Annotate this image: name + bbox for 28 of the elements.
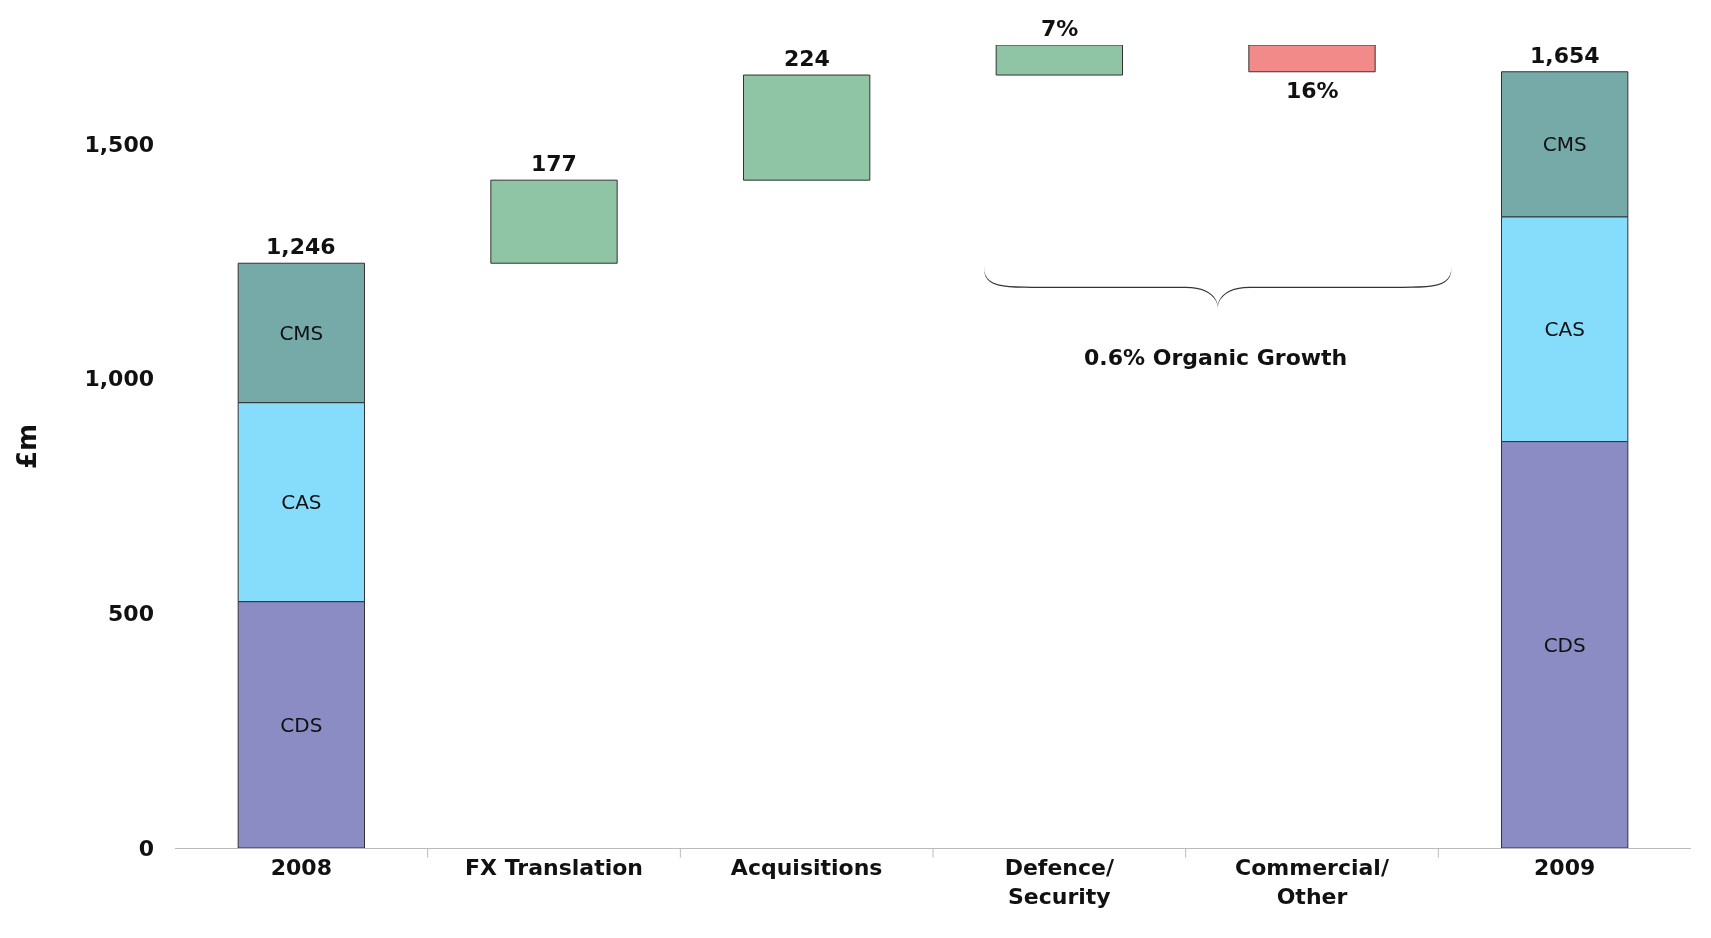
y-tick-label: 500 (108, 601, 154, 627)
annotation: 0.6% Organic Growth (1084, 345, 1348, 370)
annotation: 7% (1041, 16, 1079, 41)
text: CMS (279, 320, 324, 345)
data-label: 224 (784, 46, 830, 71)
x-tick-label: Acquisitions (730, 855, 883, 881)
series-label: CMS (1542, 132, 1587, 157)
bar (743, 74, 871, 181)
x-tick-label: 2008 (270, 855, 332, 881)
bar (995, 45, 1123, 76)
y-tick-label: 1,500 (84, 131, 154, 157)
data-label: 177 (531, 151, 577, 176)
text: CAS (1544, 317, 1585, 342)
y-tick-label: 0 (138, 835, 154, 861)
total-label: 1,246 (266, 234, 336, 259)
x-tick-label: Commercial/ Other (1235, 855, 1390, 909)
bar (1248, 45, 1376, 73)
total-label: 1,654 (1530, 43, 1600, 68)
y-tick-label: 1,000 (84, 366, 154, 392)
x-tick-label: Defence/ Security (1004, 855, 1115, 909)
series-label: CAS (281, 490, 322, 515)
series-label: CDS (1543, 632, 1586, 657)
x-tick-label: FX Translation (465, 855, 643, 881)
bar (490, 179, 618, 264)
annotation: 16% (1286, 78, 1339, 103)
y-axis-title: £m (11, 423, 42, 470)
text: CDS (280, 712, 323, 737)
x-tick-label: 2009 (1534, 855, 1596, 881)
